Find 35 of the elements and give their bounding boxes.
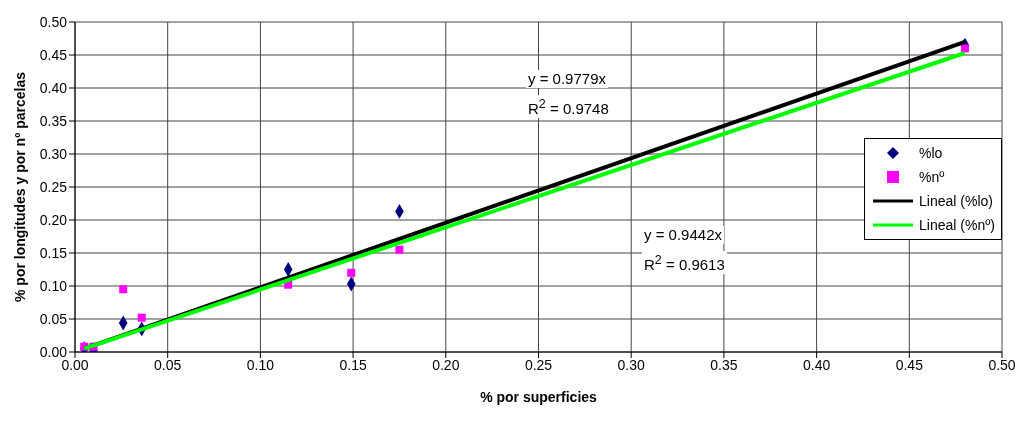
y-tick-label: 0.05 [39,310,68,327]
y-tick-label: 0.30 [39,145,68,162]
legend-label: %nº [919,169,945,185]
x-tick-label: 0.40 [802,356,831,373]
point [137,313,146,322]
y-axis-title: % por longitudes y por nº parcelas [11,71,28,302]
annotation: R$^{2}$ = 0.9748 [526,95,611,118]
point [119,285,128,294]
x-tick-label: 0.30 [617,356,646,373]
x-tick-label: 0.50 [988,356,1016,373]
annotation: y = 0.9779x [526,70,608,88]
y-tick-label: 0.35 [39,112,68,129]
y-tick-label: 0.20 [39,211,68,228]
x-tick-label: 0.15 [339,356,367,373]
point [395,245,404,254]
x-tick-label: 0.20 [432,356,460,373]
x-tick-label: 0.25 [524,356,553,373]
legend-label: Lineal (%nº) [919,217,995,233]
x-tick-label: 0.45 [895,356,924,373]
y-tick-label: 0.10 [39,277,68,294]
point [960,44,969,53]
y-tick-label: 0.50 [39,13,68,30]
y-tick-label: 0.45 [39,46,68,63]
y-tick-label: 0.15 [39,244,68,261]
x-tick-label: 0.05 [154,356,182,373]
annotation: R$^{2}$ = 0.9613 [642,251,727,274]
legend-label: %lo [919,145,943,161]
y-tick-label: 0.40 [39,79,68,96]
x-tick-label: 0.35 [710,356,738,373]
x-tick-label: 0.10 [246,356,275,373]
legend-label: Lineal (%lo) [919,193,993,209]
point [347,268,356,277]
y-tick-label: 0.25 [39,178,68,195]
x-axis-title: % por superficies [480,389,598,405]
annotation: y = 0.9442x [642,226,724,244]
